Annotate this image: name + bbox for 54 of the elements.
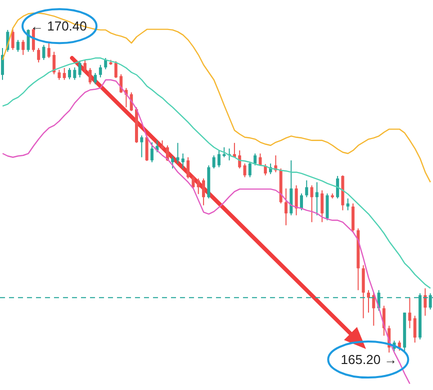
candlestick (300, 192, 303, 211)
candlestick (196, 178, 200, 195)
candlestick (47, 42, 50, 59)
candlestick (88, 68, 92, 85)
candlestick (145, 134, 148, 162)
candlestick (68, 68, 72, 80)
candlestick (352, 202, 355, 233)
candlestick (408, 297, 412, 329)
candlestick (78, 60, 82, 78)
candlestick (37, 48, 40, 63)
candlestick (372, 292, 376, 326)
candlestick (150, 142, 154, 163)
candlestick (11, 28, 14, 50)
candlestick (320, 190, 324, 223)
candlestick (284, 188, 288, 226)
annotation: ← 170.40 (30, 18, 87, 34)
candlestick (176, 142, 180, 164)
candlestick (305, 180, 308, 198)
annotation: 165.20 → (340, 352, 398, 368)
candlestick (181, 153, 184, 169)
candlestick (98, 64, 102, 78)
candlestick (366, 290, 370, 314)
candlestick (243, 162, 246, 178)
candlestick (424, 288, 427, 316)
candlestick (114, 60, 118, 78)
candlestick (254, 153, 257, 166)
candlestick (413, 315, 416, 344)
candlestick (104, 58, 108, 70)
candlestick (22, 39, 25, 56)
candlestick (62, 68, 66, 80)
candlestick (171, 156, 174, 169)
candlestick (218, 150, 220, 168)
candlestick (346, 198, 350, 211)
candlestick (140, 134, 144, 158)
candlestick (58, 69, 61, 80)
candlestick (192, 174, 195, 189)
candlestick (326, 192, 329, 221)
candlestick (315, 182, 318, 216)
candlestick (120, 74, 123, 94)
candlestick (16, 39, 20, 52)
candlestick (73, 66, 76, 80)
candlestick (222, 146, 226, 158)
candlestick (212, 154, 216, 169)
candlestick (248, 162, 252, 178)
candlestick (310, 184, 314, 223)
candlestick (94, 72, 97, 85)
candlestick (294, 184, 298, 216)
candlestick (186, 156, 190, 179)
candlestick (42, 44, 46, 60)
candlestick (52, 51, 56, 75)
candlestick (202, 178, 206, 206)
candlestick (1, 48, 4, 80)
candlestick (336, 175, 340, 199)
candlestick (83, 59, 86, 73)
